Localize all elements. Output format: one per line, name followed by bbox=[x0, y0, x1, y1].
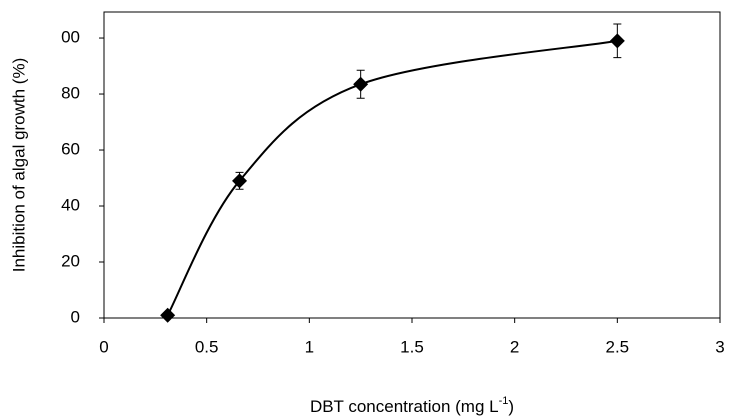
y-tick-label: 80 bbox=[61, 84, 80, 103]
y-tick-label: 0 bbox=[71, 307, 80, 326]
marker bbox=[232, 173, 248, 189]
y-tick-label: 40 bbox=[61, 195, 80, 214]
x-tick-label: 2 bbox=[510, 337, 519, 356]
x-tick-label: 1.5 bbox=[400, 337, 424, 356]
x-tick-label: 0 bbox=[99, 337, 108, 356]
marker bbox=[609, 33, 625, 49]
marker bbox=[353, 76, 369, 92]
x-label-end: ) bbox=[508, 397, 514, 416]
x-label-superscript: -1 bbox=[499, 395, 509, 407]
x-tick-label: 0.5 bbox=[195, 337, 219, 356]
y-tick-label: 20 bbox=[61, 251, 80, 270]
x-tick-label: 3 bbox=[715, 337, 724, 356]
x-tick-label: 1 bbox=[305, 337, 314, 356]
y-tick-label: 60 bbox=[61, 140, 80, 159]
x-tick-label: 2.5 bbox=[606, 337, 630, 356]
plot-frame bbox=[103, 11, 721, 319]
marker bbox=[160, 307, 176, 323]
curve bbox=[166, 39, 618, 316]
y-tick-label: 00 bbox=[61, 28, 80, 47]
x-label-text: DBT concentration (mg L bbox=[310, 397, 499, 416]
y-axis-label: Inhibition of algal growth (%) bbox=[9, 58, 28, 273]
x-axis-label: DBT concentration (mg L-1) bbox=[310, 395, 514, 417]
